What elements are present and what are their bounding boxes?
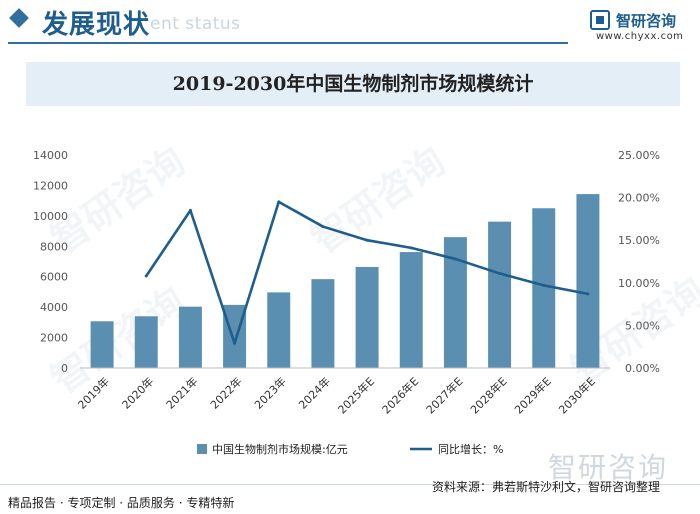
growth-point-1 [144,274,148,278]
footer: 精品报告 · 专项定制 · 品质服务 · 专精特新 资料来源：弗若斯特沙利文，智… [0,478,700,514]
line-series-layer [144,200,590,345]
bar-5 [311,279,335,368]
x-tick-label: 2029年E [511,374,553,416]
bar-2 [178,306,202,368]
brand-url[interactable]: www.chyxx.com [596,31,684,42]
growth-point-2 [188,208,192,212]
footer-rule [0,484,700,485]
growth-point-11 [586,292,590,296]
bar-0 [90,321,114,368]
header-rule [8,42,568,44]
bar-11 [576,194,600,368]
x-tick-label: 2019年 [75,374,112,411]
legend-bar-label: 中国生物制剂市场规模:亿元 [212,442,348,456]
left-tick-label: 12000 [33,179,68,192]
left-tick-label: 14000 [33,149,68,162]
right-tick-label: 20.00% [618,192,660,205]
left-tick-label: 6000 [40,271,68,284]
bar-6 [355,266,379,368]
bar-7 [399,252,423,368]
left-axis: 0 2000 4000 6000 8000 10000 12000 14000 [33,149,68,375]
legend-bar-swatch [197,444,207,454]
footer-watermark-logo: 智研咨询 [548,451,669,484]
x-tick-label: 2023年 [251,374,288,411]
x-axis: 2019年 2020年 2021年 2022年 2023年 2024年 2025年E 2026… [75,367,610,417]
growth-point-8 [453,257,457,261]
brand-logo[interactable]: 智研咨询 www.chyxx.com [590,8,695,44]
bar-8 [443,237,467,368]
data-source: 资料来源：弗若斯特沙利文，智研咨询整理 [432,480,661,494]
brand-logo-icon [590,10,610,30]
x-tick-label: 2024年 [296,374,333,411]
section-subtitle-en: ent status [150,14,241,34]
bar-9 [488,221,512,368]
bar-10 [532,208,556,368]
growth-point-7 [409,246,413,250]
chart-title: 2019-2030年中国生物制剂市场规模统计 [172,73,534,95]
bar-series [90,194,600,368]
right-tick-label: 5.00% [625,319,660,332]
left-tick-label: 8000 [40,240,68,253]
left-tick-label: 0 [61,362,68,375]
right-axis: 0.00% 5.00% 10.00% 15.00% 20.00% 25.00% [618,149,660,375]
x-tick-label: 2028年E [467,374,509,416]
legend-line-label: 同比增长：% [438,442,503,456]
page-header: 发展现状 ent status [0,0,700,46]
bar-1 [134,316,158,368]
growth-point-5 [321,225,325,229]
x-tick-label: 2021年 [163,374,200,411]
left-tick-label: 2000 [40,332,68,345]
growth-point-3 [233,341,237,345]
right-tick-label: 0.00% [625,362,660,375]
brand-name: 智研咨询 [616,12,677,30]
growth-point-6 [365,238,369,242]
growth-point-10 [542,283,546,287]
left-tick-label: 10000 [33,210,68,223]
left-tick-label: 4000 [40,301,68,314]
x-tick-label: 2027年E [423,374,465,416]
x-tick-label: 2030年E [556,374,598,416]
bar-4 [267,292,291,368]
right-tick-label: 25.00% [618,149,660,162]
section-title: 发展现状 [42,10,151,40]
chart-title-banner: 2019-2030年中国生物制剂市场规模统计 [26,62,680,106]
x-tick-label: 2022年 [207,374,244,411]
x-tick-label: 2020年 [119,374,156,411]
right-tick-label: 10.00% [618,277,660,290]
right-tick-label: 15.00% [618,234,660,247]
footer-tagline: 精品报告 · 专项定制 · 品质服务 · 专精特新 [8,496,235,510]
x-tick-label: 2025年E [335,374,377,416]
growth-point-9 [498,271,502,275]
legend: 中国生物制剂市场规模:亿元 同比增长：% [197,442,503,456]
growth-point-4 [277,200,281,204]
x-tick-label: 2026年E [379,374,421,416]
